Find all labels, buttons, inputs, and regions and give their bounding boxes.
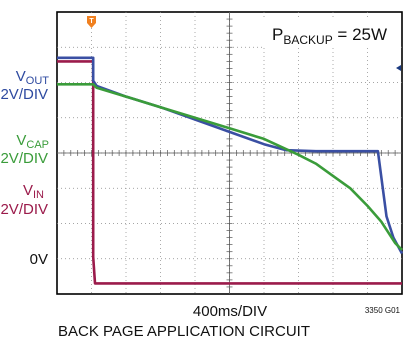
zero-volt-label: 0V <box>30 251 48 268</box>
annotation-background <box>262 18 398 48</box>
x-axis-label: 400ms/DIV <box>193 303 267 320</box>
svg-text:T: T <box>89 18 94 25</box>
figure-caption: BACK PAGE APPLICATION CIRCUIT <box>58 323 310 340</box>
series-line-vcap <box>57 83 403 251</box>
series-layer <box>57 56 404 285</box>
grid <box>57 12 402 294</box>
channel-label-vin: VIN <box>23 182 44 201</box>
figure-id: 3350 G01 <box>365 306 401 315</box>
annotation-pbackup: PBACKUP = 25W <box>272 25 387 47</box>
channel-label-vout: VOUT <box>16 68 50 87</box>
trigger-marker-icon: T <box>87 16 96 28</box>
series-line-vout <box>57 56 404 255</box>
channel-scale-vin: 2V/DIV <box>0 201 48 218</box>
channel-scale-vout: 2V/DIV <box>0 86 48 103</box>
channel-label-vcap: VCAP <box>16 132 49 151</box>
channel-scale-vcap: 2V/DIV <box>0 150 48 167</box>
level-marker-icon <box>396 65 401 71</box>
series-line-vin <box>57 60 402 285</box>
